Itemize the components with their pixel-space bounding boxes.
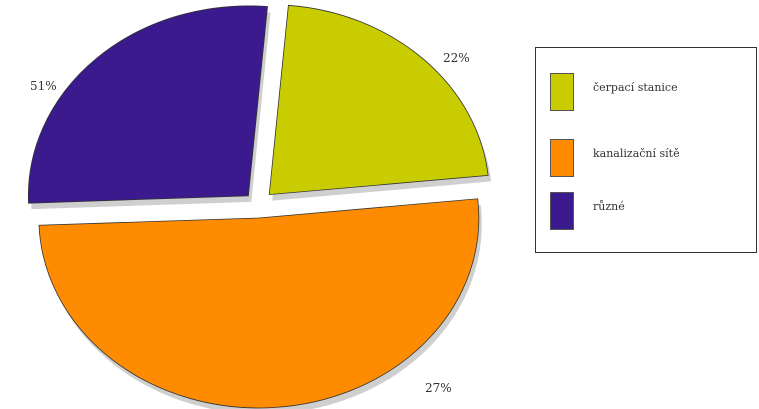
legend-swatch bbox=[550, 139, 574, 177]
legend-swatch bbox=[550, 192, 574, 230]
pie-labels: 22% 51% 27% bbox=[30, 51, 470, 395]
legend-label: kanalizační sítě bbox=[593, 147, 680, 160]
pie-slice bbox=[27, 5, 268, 204]
legend-label: různé bbox=[593, 200, 625, 213]
pie-value-label: 22% bbox=[443, 51, 470, 65]
pie-slice bbox=[268, 4, 489, 196]
pie-slices bbox=[27, 4, 489, 409]
legend-label: čerpací stanice bbox=[593, 81, 678, 94]
legend: čerpací stanice kanalizační sítě různé bbox=[535, 47, 757, 253]
pie-slice bbox=[38, 198, 480, 409]
pie-value-label: 51% bbox=[30, 79, 57, 93]
legend-swatch bbox=[550, 73, 574, 111]
pie-value-label: 27% bbox=[425, 381, 452, 395]
